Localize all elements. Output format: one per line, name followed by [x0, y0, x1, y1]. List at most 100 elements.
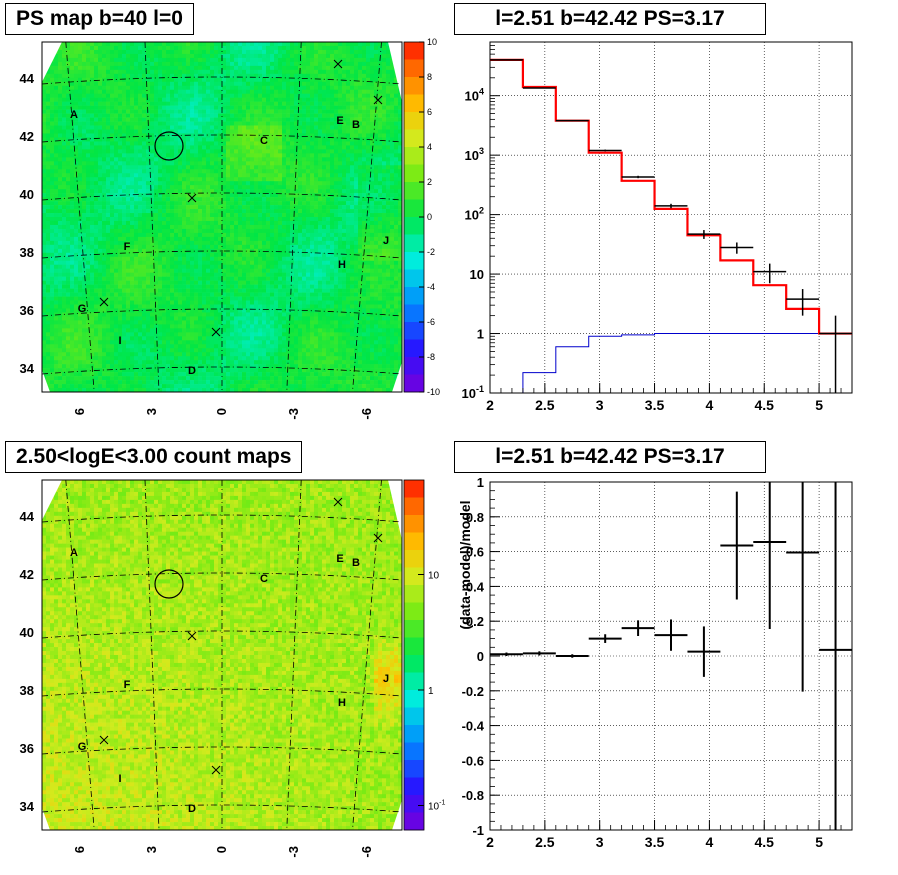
region-label-b: B	[352, 119, 360, 131]
residual-y-tick-label: 0.4	[466, 579, 485, 594]
region-label-j: J	[383, 673, 389, 685]
colorbar-tick-label: -8	[427, 352, 435, 362]
region-label-j: J	[383, 235, 389, 247]
colorbar-tick-label: -10	[427, 387, 440, 397]
source-marker-circle	[154, 131, 184, 161]
latitude-line	[41, 688, 403, 697]
map-frame	[41, 41, 403, 393]
colorbar-frame	[403, 479, 425, 831]
longitude-line	[286, 41, 302, 393]
heatmap-cells	[42, 42, 403, 393]
latitude-line	[41, 630, 403, 639]
map-y-tick-label: 36	[20, 303, 34, 318]
count-map-title: 2.50<logE<3.00 count maps	[5, 441, 303, 473]
map-frame	[41, 479, 403, 831]
spectrum-y-tick-label: 103	[465, 146, 484, 163]
spectrum-y-tick-label: 1	[477, 327, 484, 342]
map-x-tick-label: 6	[72, 408, 87, 415]
region-label-c: C	[260, 135, 268, 147]
source-marker-x	[187, 193, 197, 203]
longitude-line	[144, 41, 160, 393]
region-label-g: G	[78, 303, 87, 315]
region-label-c: C	[260, 573, 268, 585]
region-label-a: A	[70, 109, 78, 121]
spectrum-y-tick-label: 102	[465, 206, 484, 223]
source-marker-circle	[154, 569, 184, 599]
map-corner-mask	[388, 480, 402, 540]
longitude-line	[144, 479, 160, 831]
map-corner-mask	[42, 42, 62, 82]
map-y-tick-label: 36	[20, 741, 34, 756]
colorbar-tick-label: 8	[427, 72, 432, 82]
residual-x-tick-label: 2.5	[535, 834, 555, 850]
latitude-line	[41, 192, 403, 201]
residual-y-tick-label: -0.6	[462, 753, 484, 768]
colorbar-tick-label: 1	[428, 686, 434, 697]
background-model-line	[522, 333, 852, 393]
map-y-tick-label: 44	[20, 71, 35, 86]
spectrum-y-tick-label: 10-1	[462, 384, 484, 401]
map-x-tick-label: -3	[286, 846, 301, 858]
map-y-tick-label: 40	[20, 187, 34, 202]
latitude-line	[41, 308, 403, 317]
residual-x-tick-label: 3.5	[645, 834, 665, 850]
map-x-tick-label: -3	[286, 408, 301, 420]
coordinate-grid	[41, 479, 403, 831]
map-corner-mask	[392, 362, 402, 392]
model-line	[490, 58, 852, 335]
colorbar-tick-label: 10	[428, 571, 440, 582]
region-label-h: H	[338, 697, 346, 709]
source-marker-x	[333, 497, 343, 507]
map-x-tick-label: 0	[214, 408, 229, 415]
region-label-i: I	[118, 335, 121, 347]
map-corner-mask	[388, 42, 402, 102]
colorbar-tick-label: -6	[427, 317, 435, 327]
map-y-tick-label: 40	[20, 625, 34, 640]
colorbar-tick-label: 4	[427, 142, 432, 152]
spectrum-y-tick-label: 104	[465, 87, 484, 104]
spectrum-grid	[489, 42, 852, 393]
spectrum-x-tick-label: 2.5	[535, 397, 555, 413]
spectrum-x-tick-label: 4	[705, 397, 713, 413]
region-label-d: D	[188, 365, 196, 377]
colorbar-tick-label: 10-1	[428, 800, 445, 813]
count-map-panel: 34 36 38 40 42 44 6 3 0 -3 -6 A B C D E F G H I J 10-1 1 10	[20, 479, 445, 858]
residual-y-tick-label: -1	[472, 823, 484, 838]
residual-x-tick-label: 5	[815, 834, 823, 850]
colorbar-tick-label: -2	[427, 247, 435, 257]
map-y-tick-label: 38	[20, 683, 34, 698]
residual-x-tick-label: 3	[596, 834, 604, 850]
map-y-tick-label: 38	[20, 245, 34, 260]
region-label-a: A	[70, 547, 78, 559]
residual-y-tick-label: 1	[477, 475, 484, 490]
region-label-d: D	[188, 803, 196, 815]
map-corner-mask	[42, 370, 50, 392]
residual-y-tick-label: 0	[477, 649, 484, 664]
residual-y-tick-label: 0.2	[466, 614, 484, 629]
colorbar-tick-label: 10	[427, 37, 437, 47]
spectrum-x-tick-label: 2	[486, 397, 494, 413]
spectrum-x-tick-label: 4.5	[755, 397, 775, 413]
heatmap-cells	[42, 480, 403, 831]
region-label-f: F	[124, 679, 131, 691]
residual-x-tick-label: 4.5	[755, 834, 775, 850]
spectrum-title: l=2.51 b=42.42 PS=3.17	[454, 3, 766, 35]
colorbar-tick-label: -4	[427, 282, 435, 292]
colorbar: -10 -8 -6 -4 -2 0 2 4 6 8 10	[403, 37, 440, 397]
colorbar: 10-1 1 10	[403, 479, 445, 831]
latitude-line	[41, 572, 403, 581]
region-label-b: B	[352, 557, 360, 569]
residual-y-tick-label: 0.8	[466, 510, 484, 525]
longitude-line	[286, 479, 302, 831]
spectrum-x-tick-label: 3	[596, 397, 604, 413]
spectrum-x-tick-label: 5	[815, 397, 823, 413]
spectrum-x-tick-label: 3.5	[645, 397, 665, 413]
map-corner-mask	[42, 480, 62, 520]
residual-plot-area	[490, 482, 852, 830]
region-label-i: I	[118, 773, 121, 785]
region-label-e: E	[336, 115, 343, 127]
spectrum-plot-area	[490, 58, 852, 393]
map-y-tick-label: 42	[20, 567, 34, 582]
residual-x-tick-label: 4	[705, 834, 713, 850]
